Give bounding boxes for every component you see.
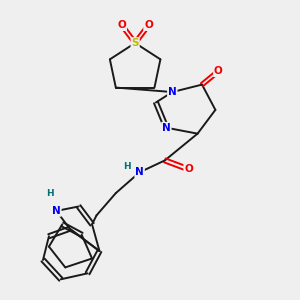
Text: N: N	[52, 206, 61, 216]
Text: O: O	[117, 20, 126, 30]
Text: N: N	[168, 87, 177, 97]
Text: N: N	[135, 167, 144, 177]
Text: N: N	[162, 123, 171, 133]
Text: O: O	[144, 20, 153, 30]
Text: O: O	[184, 164, 193, 174]
Text: H: H	[46, 189, 54, 198]
Text: H: H	[123, 162, 131, 171]
Text: S: S	[131, 38, 139, 48]
Text: O: O	[214, 66, 223, 76]
